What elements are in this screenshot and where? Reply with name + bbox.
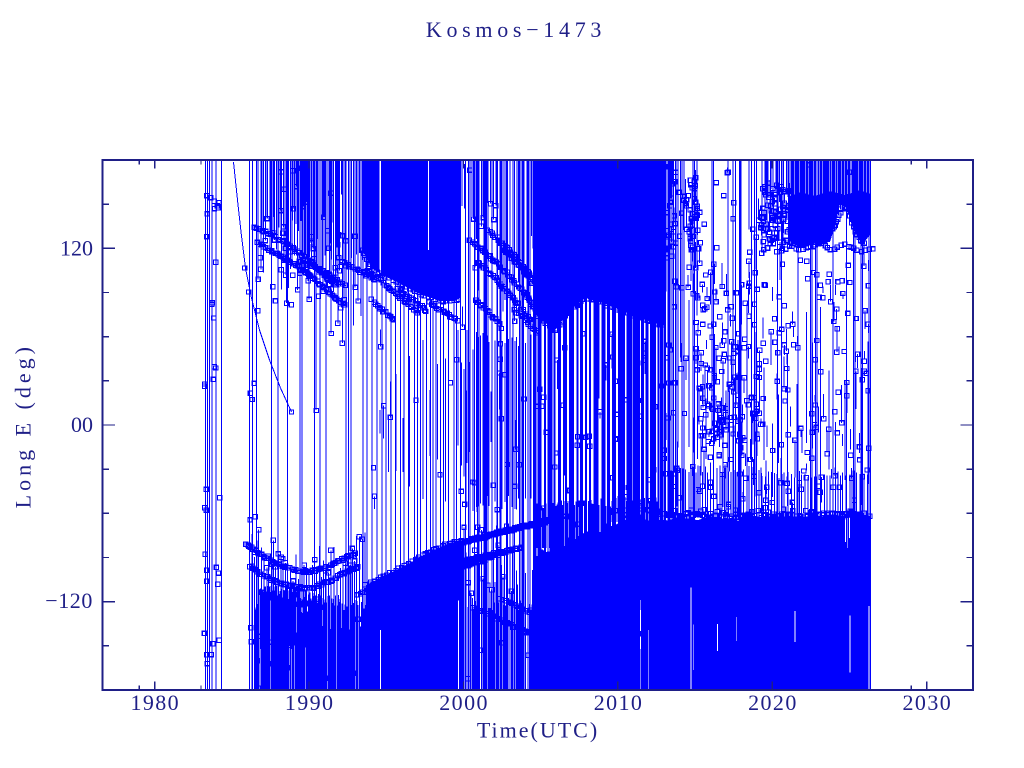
svg-text:2030: 2030 xyxy=(903,690,953,715)
svg-text:00: 00 xyxy=(71,412,93,437)
svg-text:−120: −120 xyxy=(45,588,93,613)
svg-text:2020: 2020 xyxy=(748,690,798,715)
svg-text:1990: 1990 xyxy=(285,690,335,715)
svg-text:2010: 2010 xyxy=(594,690,644,715)
svg-text:120: 120 xyxy=(60,236,93,261)
svg-text:Long E (deg): Long E (deg) xyxy=(11,343,36,508)
svg-text:Time(UTC): Time(UTC) xyxy=(477,718,599,743)
svg-text:2000: 2000 xyxy=(439,690,489,715)
svg-text:1980: 1980 xyxy=(130,690,180,715)
svg-text:Kosmos−1473: Kosmos−1473 xyxy=(426,17,606,42)
